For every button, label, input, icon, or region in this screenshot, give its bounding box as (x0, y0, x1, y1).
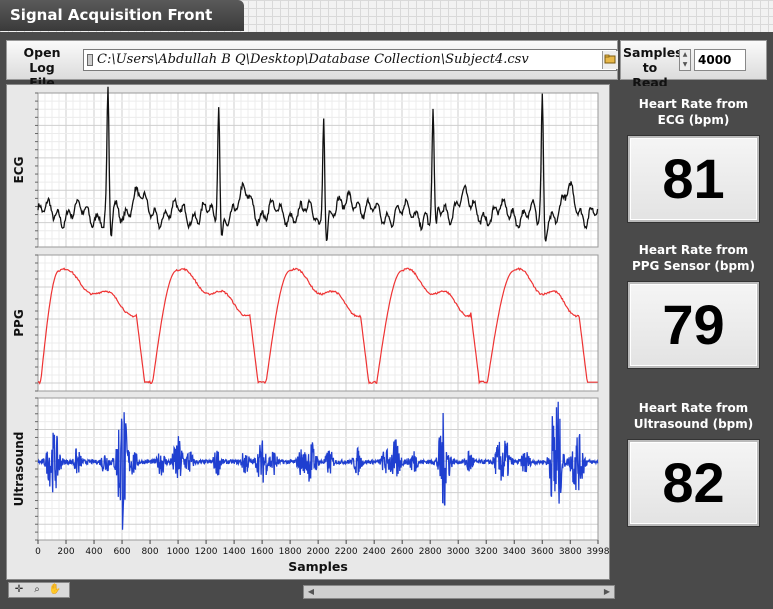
x-tick-label: 3400 (503, 547, 526, 557)
x-tick-label: 3600 (531, 547, 554, 557)
tab-bar: Signal Acquisition Front Panel (0, 0, 773, 55)
graph-palette: ✛ ⌕ ✋ (8, 582, 70, 598)
x-tick-label: 0 (35, 547, 41, 557)
hr-ppg-panel: Heart Rate from PPG Sensor (bpm) 79 (620, 232, 767, 384)
x-tick-label: 2600 (391, 547, 414, 557)
pan-hand-icon[interactable]: ✋ (48, 584, 62, 595)
hr-ppg-title: Heart Rate from PPG Sensor (bpm) (631, 243, 756, 273)
x-tick-label: 3200 (475, 547, 498, 557)
ylabel-ppg: PPG (12, 309, 26, 336)
chart-svg: ECG PPG Ultrasound 0 200 400 600 800 1000 1200 140… (12, 86, 609, 574)
hr-ecg-panel: Heart Rate from ECG (bpm) 81 (620, 86, 767, 238)
hr-ultrasound-title: Heart Rate from Ultrasound (bpm) (633, 401, 754, 431)
ultrasound-series-line (37, 401, 599, 530)
x-tick-label: 800 (141, 547, 158, 557)
x-tick-label: 2200 (335, 547, 358, 557)
hr-ecg-value: 81 (628, 136, 759, 222)
x-tick-label: 3998 (587, 547, 609, 557)
x-tick-label: 2400 (363, 547, 386, 557)
x-tick-label: 1600 (251, 547, 274, 557)
x-tick-label: 2800 (419, 547, 442, 557)
samples-stepper[interactable]: ▲ ▼ (679, 49, 691, 71)
folder-icon (604, 54, 616, 64)
x-tick-label: 3000 (447, 547, 470, 557)
scroll-right-icon[interactable]: ▶ (603, 587, 611, 596)
x-tick-label: 600 (113, 547, 130, 557)
ppg-series-line (37, 267, 598, 385)
x-tick-label: 400 (85, 547, 102, 557)
x-tick-label: 1400 (223, 547, 246, 557)
file-path-field[interactable]: C:\Users\Abdullah B Q\Desktop\Database C… (83, 49, 618, 71)
browse-button[interactable] (602, 51, 618, 69)
zoom-icon[interactable]: ⌕ (34, 584, 40, 595)
x-tick-label: 1000 (167, 547, 190, 557)
samples-label: Samples to Read (623, 45, 683, 90)
hr-ultrasound-panel: Heart Rate from Ultrasound (bpm) 82 (620, 390, 767, 542)
file-path-text: C:\Users\Abdullah B Q\Desktop\Database C… (97, 52, 529, 67)
waveform-chart: ECG PPG Ultrasound 0 200 400 600 800 1000 1200 140… (6, 84, 610, 580)
hr-ppg-value: 79 (628, 282, 759, 368)
x-axis-label: Samples (288, 559, 348, 574)
samples-control: Samples to Read ▲ ▼ 4000 (620, 40, 767, 90)
samples-input[interactable]: 4000 (694, 49, 746, 71)
x-tick-label: 3800 (559, 547, 582, 557)
ecg-series-line (37, 86, 599, 242)
tab-signal-acquisition[interactable]: Signal Acquisition Front Panel (0, 0, 244, 55)
ylabel-ecg: ECG (12, 157, 26, 184)
horizontal-scrollbar[interactable]: ◀ ▶ (303, 585, 615, 599)
hr-ecg-title: Heart Rate from ECG (bpm) (638, 97, 749, 127)
path-type-icon (87, 54, 93, 66)
ylabel-ultrasound: Ultrasound (12, 432, 26, 507)
x-tick-label: 200 (57, 547, 74, 557)
cursor-move-icon[interactable]: ✛ (14, 584, 24, 595)
scroll-left-icon[interactable]: ◀ (307, 587, 315, 596)
plot-border-1 (37, 254, 599, 392)
x-tick-label: 1800 (279, 547, 302, 557)
x-tick-label: 1200 (195, 547, 218, 557)
file-controls: Open Log File C:\Users\Abdullah B Q\Desk… (6, 40, 618, 90)
hr-ultrasound-value: 82 (628, 440, 759, 526)
plot-border-0 (37, 92, 599, 248)
x-tick-label: 2000 (307, 547, 330, 557)
